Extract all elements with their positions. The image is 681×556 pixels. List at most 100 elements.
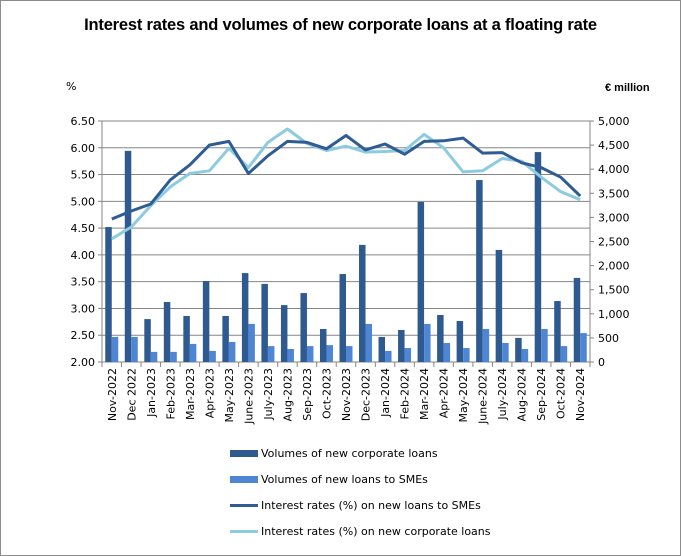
bar-sme-volume — [560, 346, 568, 362]
bar-sme-volume — [580, 333, 587, 362]
bar-sme-volume — [267, 346, 275, 362]
chart-title: Interest rates and volumes of new corpor… — [84, 16, 597, 34]
x-axis-tick-label: Mar-2023 — [184, 368, 197, 420]
bar-sme-volume — [189, 343, 197, 362]
right-axis-tick-label: 3,500 — [598, 187, 630, 200]
bar-sme-volume — [306, 346, 314, 362]
legend-item-corporate-rates: Interest rates (%) on new corporate loan… — [230, 518, 491, 544]
bar-corporate-volume — [417, 201, 425, 362]
bar-corporate-volume — [261, 283, 268, 362]
left-axis-tick-label: 2.00 — [71, 356, 96, 369]
bar-sme-volume — [228, 341, 236, 362]
bar-corporate-volume — [280, 305, 288, 362]
x-axis-tick-label: Sep-2024 — [535, 368, 548, 421]
bar-corporate-volume — [476, 180, 483, 362]
x-axis-tick-label: June-2023 — [242, 368, 255, 425]
bar-sme-volume — [346, 346, 353, 362]
bar-sme-volume — [502, 342, 509, 362]
bar-sme-volume — [521, 348, 529, 362]
bar-corporate-volume — [456, 321, 464, 362]
left-axis-tick-label: 6.00 — [71, 142, 96, 155]
legend-label: Interest rates (%) on new corporate loan… — [261, 524, 491, 538]
x-axis-tick-label: May-2024 — [457, 368, 470, 423]
legend-label: Interest rates (%) on new loans to SMEs — [261, 498, 481, 512]
bar-sme-volume — [482, 328, 490, 362]
bar-sme-volume — [248, 323, 255, 362]
right-axis-tick-label: 4,500 — [598, 139, 630, 152]
bar-corporate-volume — [359, 244, 366, 362]
left-axis-tick-label: 3.50 — [71, 276, 96, 289]
x-axis-tick-label: Oct-2023 — [320, 368, 333, 419]
legend-item-sme-rates: Interest rates (%) on new loans to SMEs — [230, 492, 491, 518]
bar-corporate-volume — [163, 301, 171, 362]
legend-swatch-corporate-rates — [230, 529, 258, 533]
bar-sme-volume — [111, 336, 119, 362]
line-corporate-rates — [111, 127, 581, 241]
right-axis-tick-label: 2,000 — [598, 260, 630, 273]
left-axis-tick-label: 4.00 — [71, 249, 96, 262]
bar-corporate-volume — [573, 277, 581, 362]
x-axis-tick-label: Jan-2024 — [379, 368, 392, 418]
bar-corporate-volume — [241, 273, 249, 362]
x-axis-tick-label: Oct-2024 — [555, 368, 568, 419]
bar-corporate-volume — [202, 281, 210, 362]
x-axis-tick-label: July-2023 — [262, 368, 275, 421]
bar-sme-volume — [150, 351, 158, 362]
bar-corporate-volume — [183, 315, 190, 362]
right-axis-tick-label: 3,000 — [598, 211, 630, 224]
bar-corporate-volume — [339, 274, 346, 362]
bar-sme-volume — [287, 348, 294, 362]
legend-swatch-corporate-volumes — [230, 449, 258, 457]
left-axis-unit-label: % — [66, 80, 77, 93]
bar-sme-volume — [365, 323, 373, 362]
left-axis-tick-label: 6.50 — [71, 115, 96, 128]
right-axis-tick-label: 500 — [598, 332, 619, 345]
bar-corporate-volume — [378, 336, 386, 362]
bar-sme-volume — [170, 351, 177, 362]
x-axis-tick-label: Aug-2023 — [281, 368, 294, 421]
x-axis-tick-label: Mar-2024 — [418, 368, 431, 420]
x-axis-tick-label: June-2024 — [477, 368, 490, 425]
right-axis-tick-label: 1,500 — [598, 284, 630, 297]
x-axis-tick-label: July-2024 — [496, 368, 509, 421]
right-axis-tick-label: 5,000 — [598, 115, 630, 128]
bar-sme-volume — [326, 345, 333, 362]
right-axis-tick-label: 4,000 — [598, 163, 630, 176]
left-axis-tick-label: 5.00 — [71, 195, 96, 208]
x-axis-tick-label: Apr-2023 — [203, 368, 216, 418]
x-axis-tick-label: Jan-2023 — [145, 368, 158, 418]
left-axis-tick-label: 3.00 — [71, 302, 96, 315]
legend-swatch-sme-volumes — [230, 475, 258, 483]
bar-corporate-volume — [222, 315, 229, 362]
bar-sme-volume — [541, 328, 548, 362]
legend-label: Volumes of new corporate loans — [261, 446, 438, 460]
x-axis-tick-label: May-2023 — [223, 368, 236, 423]
legend-item-corporate-volumes: Volumes of new corporate loans — [230, 440, 491, 466]
bar-corporate-volume — [398, 329, 405, 362]
bar-corporate-volume — [437, 315, 444, 362]
bar-sme-volume — [209, 350, 216, 362]
legend: Volumes of new corporate loans Volumes o… — [230, 440, 491, 544]
x-axis-tick-label: Feb-2023 — [164, 368, 177, 419]
x-axis-tick-label: Dec 2022 — [125, 368, 138, 421]
legend-swatch-sme-rates — [230, 503, 258, 507]
bar-corporate-volume — [105, 227, 112, 362]
x-axis-tick-label: Feb-2024 — [399, 368, 412, 419]
bar-corporate-volume — [515, 337, 522, 362]
bar-sme-volume — [463, 348, 470, 362]
bar-corporate-volume — [495, 249, 503, 362]
x-axis-tick-label: Dec-2023 — [360, 368, 373, 421]
x-axis-tick-label: Apr-2024 — [438, 368, 451, 418]
x-axis-tick-label: Sep-2023 — [301, 368, 314, 421]
bar-corporate-volume — [300, 293, 307, 362]
bar-corporate-volume — [144, 319, 151, 362]
x-axis-tick-label: Aug-2024 — [516, 368, 529, 421]
bar-corporate-volume — [124, 150, 132, 362]
bar-sme-volume — [443, 342, 451, 362]
bar-corporate-volume — [534, 152, 542, 362]
bar-sme-volume — [385, 350, 392, 362]
legend-item-sme-volumes: Volumes of new loans to SMEs — [230, 466, 491, 492]
bar-sme-volume — [424, 323, 431, 362]
bar-sme-volume — [404, 348, 412, 362]
